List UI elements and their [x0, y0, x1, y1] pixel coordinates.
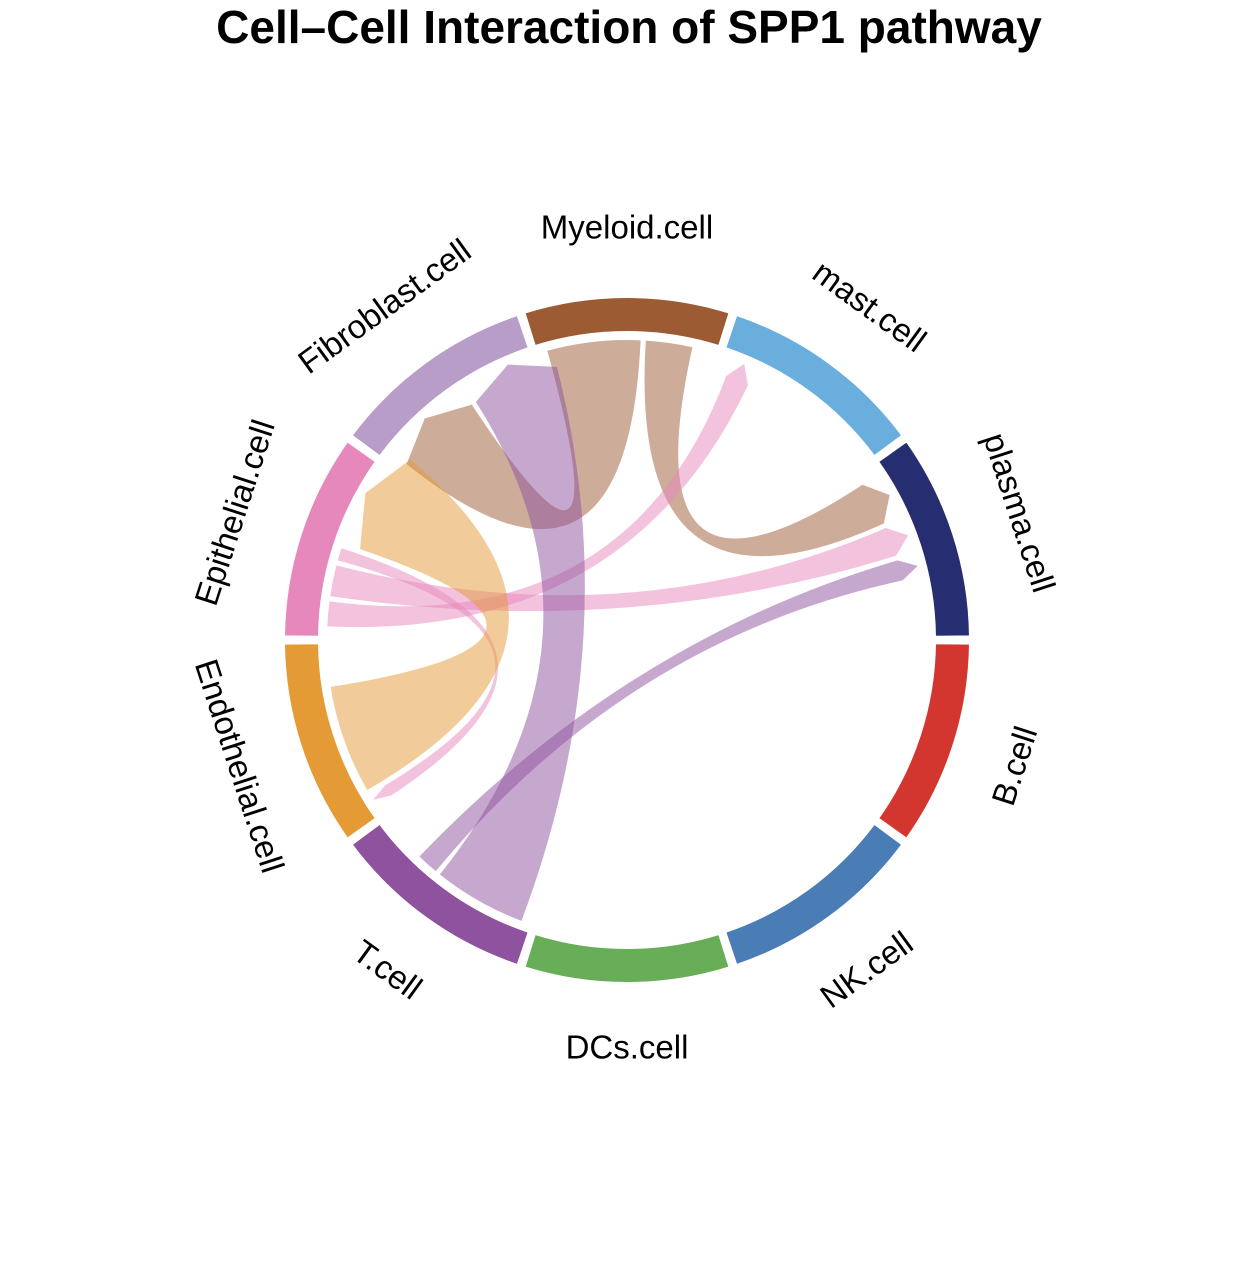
sector-mast-cell — [723, 313, 904, 458]
sector-t-cell — [350, 822, 531, 967]
sector-label-myeloid-cell: Myeloid.cell — [541, 209, 713, 246]
sector-nk-cell — [723, 822, 904, 967]
sector-label-nk-cell: NK.cell — [813, 924, 919, 1015]
sector-label-b-cell: B.cell — [984, 722, 1044, 810]
sector-fibroblast-cell — [350, 313, 531, 458]
sector-endothelial-cell — [283, 642, 378, 841]
sector-dcs-cell — [523, 932, 731, 984]
link-epithelial-cell-to-plasma-cell — [330, 528, 909, 612]
link-endothelial-cell-to-epithelial-cell — [330, 459, 509, 790]
link-t-cell-to-fibroblast-cell — [439, 364, 585, 921]
sector-label-t-cell: T.cell — [346, 932, 429, 1006]
sector-label-plasma-cell: plasma.cell — [976, 428, 1062, 596]
sector-epithelial-cell — [283, 439, 378, 638]
sector-myeloid-cell — [523, 296, 731, 348]
sector-label-epithelial-cell: Epithelial.cell — [187, 415, 282, 610]
link-epithelial-cell-to-endothelial-cell — [337, 548, 498, 800]
sector-b-cell — [876, 642, 971, 841]
sector-plasma-cell — [876, 439, 971, 638]
sector-label-mast-cell: mast.cell — [806, 253, 933, 359]
link-myeloid-cell-to-plasma-cell — [644, 340, 890, 557]
link-epithelial-cell-to-mast-cell — [327, 363, 748, 628]
links-layer — [327, 340, 918, 921]
sectors-layer — [283, 296, 971, 984]
chart-title: Cell–Cell Interaction of SPP1 pathway — [216, 1, 1042, 53]
sector-label-dcs-cell: DCs.cell — [566, 1029, 689, 1066]
sector-label-endothelial-cell: Endothelial.cell — [188, 655, 292, 878]
link-myeloid-cell-to-fibroblast-cell — [406, 340, 641, 530]
